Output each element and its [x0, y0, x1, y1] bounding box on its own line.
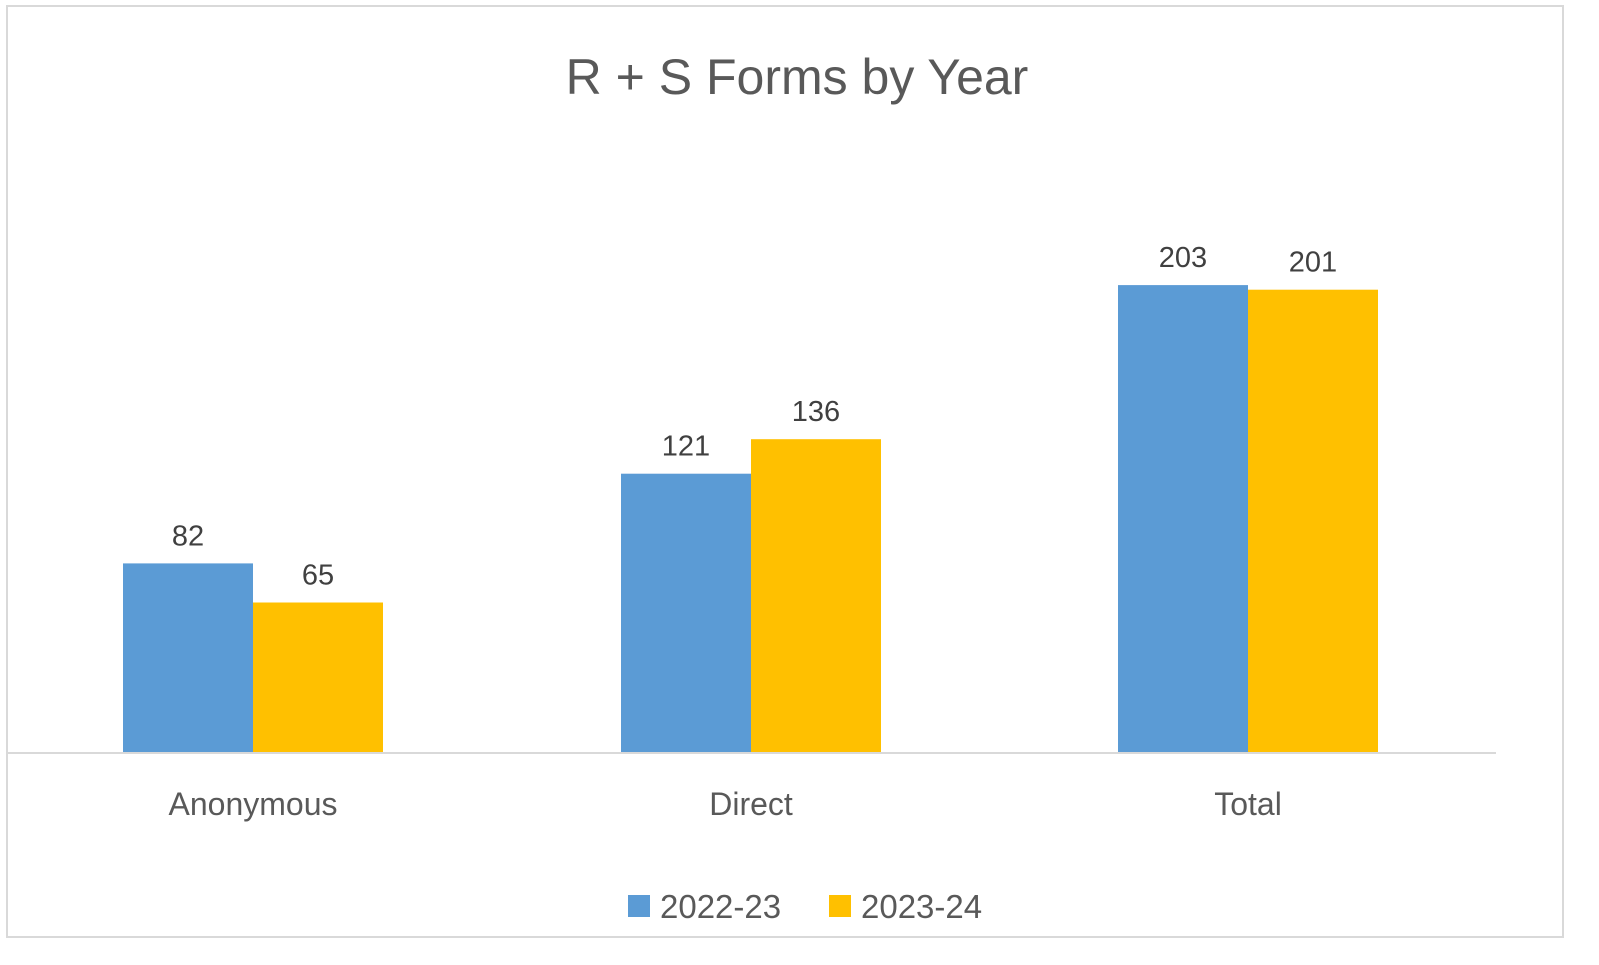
bar-direct-2023-24	[751, 439, 881, 752]
legend-label-2022-23: 2022-23	[660, 888, 781, 925]
data-label-direct-2023-24: 136	[792, 396, 840, 428]
data-label-anonymous-2023-24: 65	[302, 560, 334, 592]
data-label-total-2022-23: 203	[1159, 242, 1207, 274]
category-label-anonymous: Anonymous	[169, 786, 338, 822]
data-label-total-2023-24: 201	[1289, 247, 1337, 279]
category-label-total: Total	[1214, 786, 1282, 822]
bars-layer	[123, 285, 1378, 752]
bar-total-2023-24	[1248, 289, 1378, 752]
legend-swatch-2022-23	[628, 895, 650, 917]
legend-label-2023-24: 2023-24	[861, 888, 982, 925]
chart-title: R + S Forms by Year	[566, 49, 1029, 105]
category-label-direct: Direct	[709, 786, 793, 822]
bar-anonymous-2023-24	[253, 602, 383, 752]
bar-anonymous-2022-23	[123, 563, 253, 752]
bar-direct-2022-23	[621, 473, 751, 752]
legend-swatch-2023-24	[829, 895, 851, 917]
data-label-direct-2022-23: 121	[662, 431, 710, 463]
bar-total-2022-23	[1118, 285, 1248, 752]
labels-layer: 82 65 Anonymous 121 136 Direct 203 201 Total	[169, 242, 1338, 822]
data-label-anonymous-2022-23: 82	[172, 520, 204, 552]
legend: 2022-23 2023-24	[628, 888, 982, 925]
